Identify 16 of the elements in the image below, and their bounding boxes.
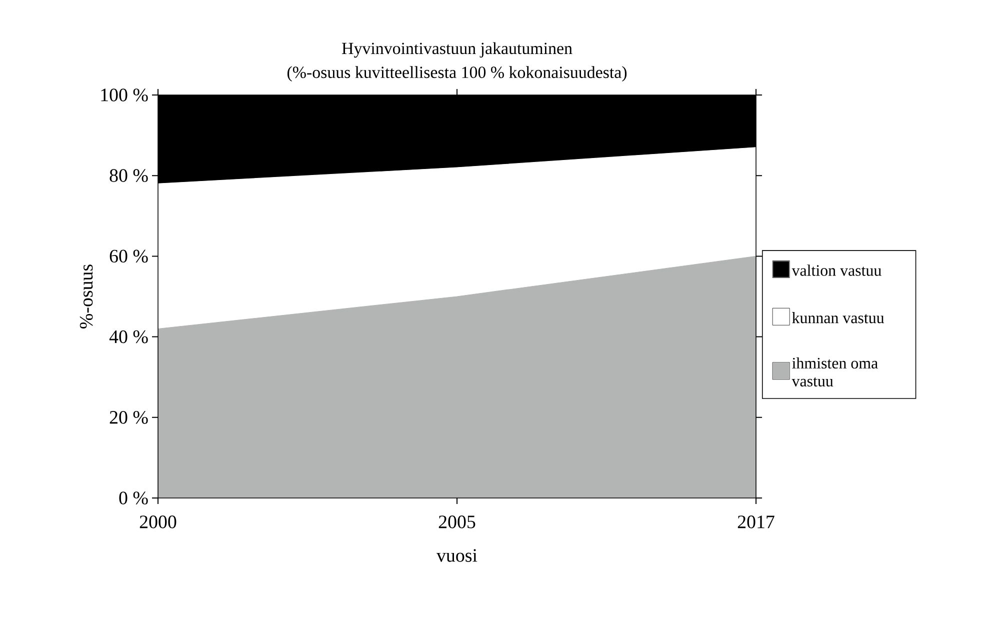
y-tick-label: 60 %	[110, 250, 148, 263]
legend-label: ihmisten oma vastuu	[792, 357, 878, 386]
legend-label: kunnan vastuu	[792, 312, 884, 324]
legend-label: valtion vastuu	[792, 264, 882, 276]
y-tick-label: 100 %	[101, 88, 148, 102]
y-axis-title: %-osuus	[80, 264, 93, 328]
y-tick-label: 20 %	[110, 410, 148, 424]
x-tick-label: 2000	[140, 516, 176, 528]
y-tick-label: 40 %	[109, 330, 148, 344]
x-axis-title: vuosi	[436, 549, 478, 562]
y-tick-label: 0 %	[119, 492, 148, 504]
x-tick-label: 2005	[438, 516, 476, 528]
chart-subtitle: (%-osuus kuvitteellisesta 100 % kokonaisuudesta)	[287, 66, 627, 82]
x-tick-label: 2017	[738, 516, 774, 528]
chart-title: Hyvinvointivastuun jakautuminen	[342, 42, 572, 58]
y-tick-label: 80 %	[110, 169, 148, 182]
